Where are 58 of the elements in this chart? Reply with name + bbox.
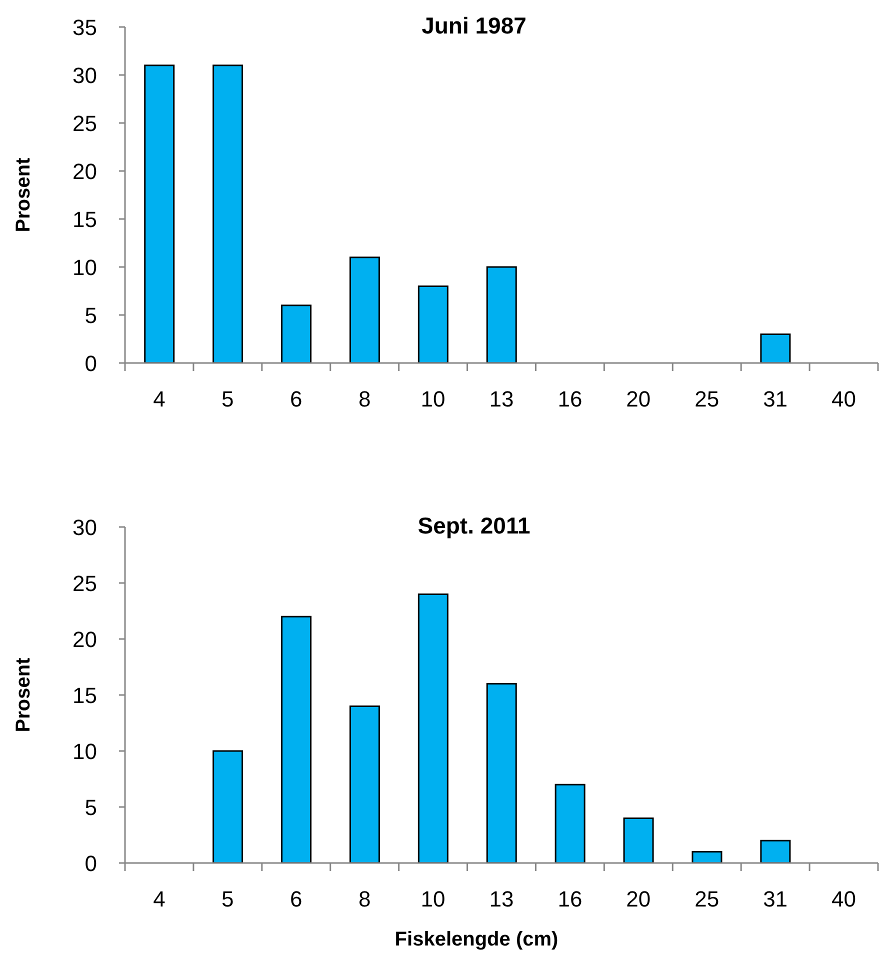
y-tick-label: 20 (72, 158, 97, 184)
y-tick-label: 5 (84, 302, 97, 328)
y-tick-label: 0 (84, 350, 97, 376)
chart-title: Juni 1987 (422, 12, 526, 40)
x-tick-label: 16 (558, 386, 582, 412)
x-tick-label: 25 (694, 386, 720, 412)
y-tick-label: 35 (72, 14, 97, 40)
y-tick-label: 25 (72, 110, 97, 136)
x-tick-label: 16 (558, 886, 582, 912)
y-axis-title: Prosent (12, 658, 36, 732)
x-tick-label: 6 (290, 886, 302, 912)
y-tick-label: 10 (72, 738, 97, 764)
x-tick-label: 13 (489, 386, 514, 412)
x-tick-label: 25 (694, 886, 720, 912)
x-tick-label: 40 (832, 386, 856, 412)
x-tick-label: 5 (222, 886, 234, 912)
x-tick-label: 5 (222, 386, 234, 412)
y-tick-label: 30 (72, 62, 97, 88)
x-tick-label: 10 (420, 886, 446, 912)
x-tick-label: 8 (358, 386, 371, 412)
y-tick-label: 5 (84, 794, 97, 820)
bar (623, 817, 654, 863)
x-tick-label: 4 (153, 886, 166, 912)
x-tick-label: 8 (358, 886, 371, 912)
y-axis-title: Prosent (12, 158, 36, 232)
x-tick-label: 20 (626, 386, 651, 412)
y-tick-label: 15 (72, 682, 97, 708)
x-tick-label: 31 (763, 386, 788, 412)
bar (760, 840, 791, 863)
y-tick-label: 10 (72, 254, 97, 280)
x-axis-title: Fiskelengde (cm) (394, 928, 558, 952)
bar (349, 256, 380, 363)
bar (760, 333, 791, 363)
bar (212, 64, 244, 363)
x-tick-label: 10 (420, 386, 446, 412)
bar (212, 750, 244, 863)
y-tick-label: 15 (72, 206, 97, 232)
y-tick-label: 30 (72, 514, 97, 540)
x-tick-label: 31 (763, 886, 788, 912)
bar (486, 266, 517, 363)
x-tick-label: 6 (290, 386, 302, 412)
bar (281, 304, 312, 363)
x-tick-label: 20 (626, 886, 651, 912)
chart-title: Sept. 2011 (418, 512, 530, 540)
bar (418, 285, 448, 363)
x-tick-label: 40 (832, 886, 856, 912)
y-tick-label: 0 (84, 850, 97, 876)
bar (554, 784, 586, 863)
x-tick-label: 4 (153, 386, 166, 412)
bar (281, 616, 312, 863)
x-tick-label: 13 (489, 886, 514, 912)
y-tick-label: 25 (72, 570, 97, 596)
bar (144, 64, 175, 363)
bar (418, 593, 448, 863)
y-tick-label: 20 (72, 626, 97, 652)
bar (349, 705, 380, 863)
bar (486, 683, 517, 863)
bar (692, 851, 722, 863)
